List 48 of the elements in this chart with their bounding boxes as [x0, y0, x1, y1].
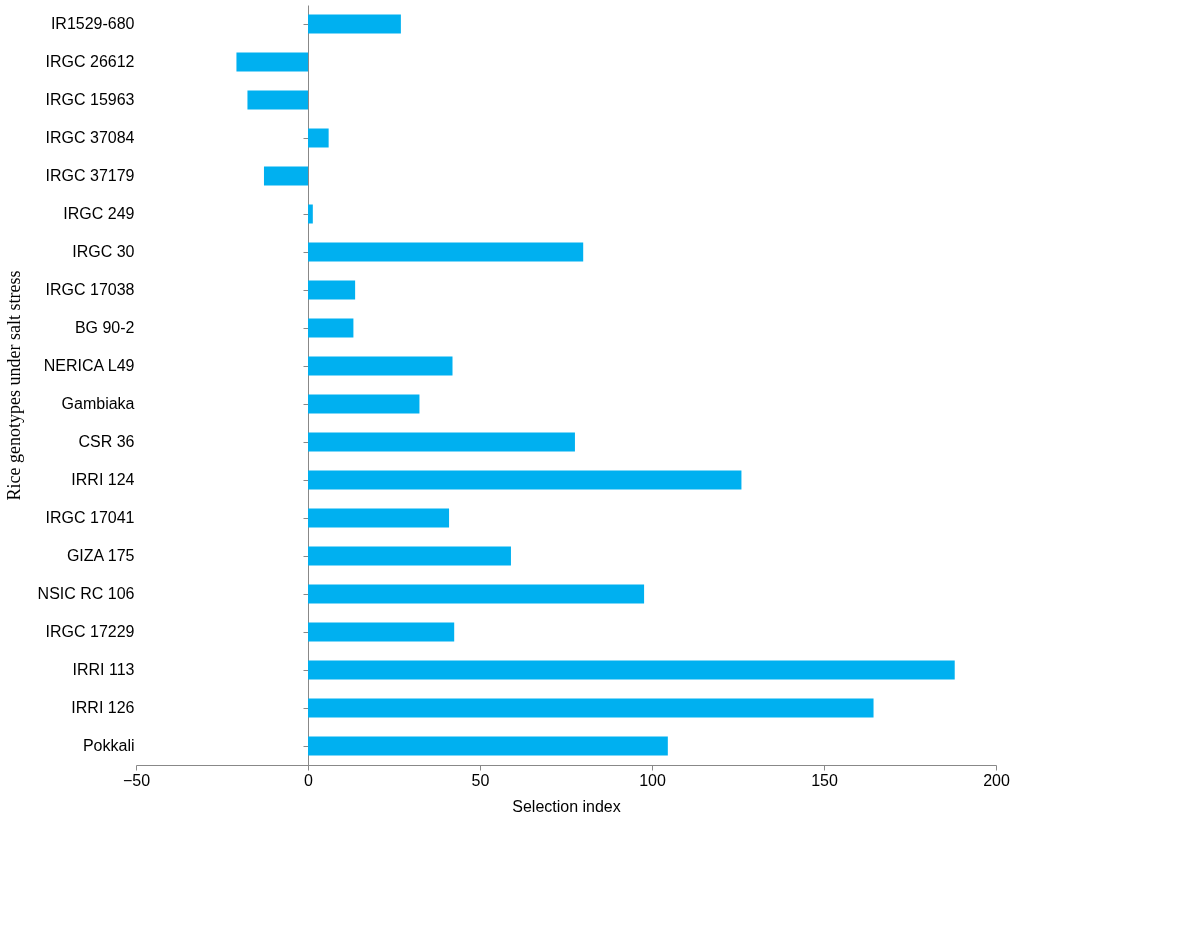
x-tick-label: 200 — [983, 771, 1010, 789]
bar — [308, 546, 511, 566]
x-tick-label: −50 — [122, 771, 151, 789]
y-tick-label: IRGC 37084 — [45, 129, 135, 146]
x-tick-label: 100 — [639, 771, 666, 789]
bar — [308, 280, 356, 300]
y-tick-label: IRGC 26612 — [45, 53, 135, 70]
y-tick-label: GIZA 175 — [66, 547, 135, 564]
y-tick-label: BG 90-2 — [74, 319, 135, 336]
bar — [308, 318, 354, 338]
y-tick-label: IRRI 124 — [71, 471, 135, 488]
y-tick-label: IRGC 249 — [63, 205, 135, 222]
x-axis-title: Selection index — [512, 797, 621, 815]
bar — [247, 90, 308, 110]
bar — [308, 14, 401, 34]
bar — [308, 204, 313, 224]
bar — [308, 432, 575, 452]
bar — [308, 660, 955, 680]
y-tick-label: IRGC 15963 — [45, 91, 135, 108]
y-tick-label: IRGC 17229 — [45, 623, 135, 640]
y-tick-label: IRGC 37179 — [45, 167, 135, 184]
y-tick-label: IR1529-680 — [50, 15, 135, 32]
bar — [236, 52, 308, 72]
x-tick-label: 0 — [304, 771, 314, 789]
bar — [308, 584, 645, 604]
y-tick-label: Gambiaka — [61, 395, 135, 412]
bar — [308, 470, 742, 490]
y-tick-label: Pokkali — [82, 737, 135, 754]
bar — [308, 128, 329, 148]
y-tick-label: NSIC RC 106 — [37, 585, 135, 602]
x-tick-label: 150 — [811, 771, 838, 789]
bar — [308, 736, 668, 756]
y-tick-label: IRRI 126 — [71, 699, 135, 716]
bar — [263, 166, 308, 186]
bar — [308, 622, 455, 642]
y-tick-label: IRGC 17038 — [45, 281, 135, 298]
bar — [308, 394, 420, 414]
bar — [308, 242, 584, 262]
x-tick-label: 50 — [471, 771, 490, 789]
y-tick-label: CSR 36 — [78, 433, 135, 450]
bar — [308, 508, 450, 528]
y-tick-label: IRGC 30 — [72, 243, 135, 260]
y-tick-label: NERICA L49 — [43, 357, 135, 374]
bar — [308, 356, 453, 376]
y-axis-title: Rice genotypes under salt stress — [3, 270, 24, 501]
bar — [308, 698, 874, 718]
y-tick-label: IRGC 17041 — [45, 509, 135, 526]
y-tick-label: IRRI 113 — [72, 661, 135, 678]
